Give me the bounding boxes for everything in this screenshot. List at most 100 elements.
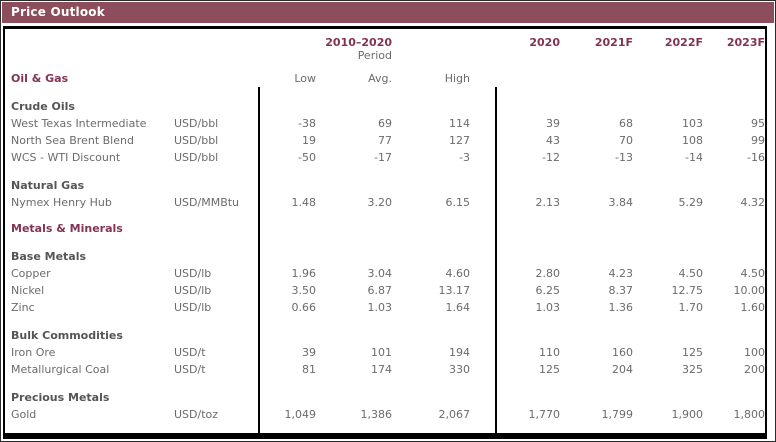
row-value: 3.84 [608,196,634,209]
row-value: -13 [615,151,633,164]
column-header-high: High [444,72,470,85]
row-unit: USD/toz [174,408,219,421]
row-label: West Texas Intermediate [11,117,147,130]
row-unit: USD/bbl [174,134,219,147]
column-header-low: Low [294,72,316,85]
row-value: 125 [682,346,703,359]
row-value: 108 [682,134,703,147]
row-value: 68 [619,117,633,130]
row-value: 99 [751,134,765,147]
row-value: 3.20 [367,196,393,209]
row-value: 325 [682,363,703,376]
table-row: Metallurgical Coal USD/t 81 174 330 125 204 325… [5,359,765,376]
row-value: 1,770 [528,408,561,421]
row-value: 19 [302,134,316,147]
section-label: Crude Oils [11,100,75,113]
section-label: Bulk Commodities [11,329,123,342]
row-value: 127 [449,134,470,147]
row-value: 4.32 [740,196,766,209]
section-row: Crude Oils [5,96,765,113]
row-value: 77 [378,134,392,147]
row-value: 110 [539,346,560,359]
row-value: 10.00 [733,284,766,297]
table-row: Nickel USD/lb 3.50 6.87 13.17 6.25 8.37 12.75 10… [5,280,765,297]
row-value: -14 [685,151,703,164]
row-label: Metallurgical Coal [11,363,110,376]
column-header-2023f: 2023F [726,36,765,49]
column-header-period-range: 2010–2020 [325,36,392,49]
row-value: 1.48 [291,196,317,209]
row-value: 0.66 [291,301,317,314]
row-value: 1,800 [733,408,766,421]
row-value: 100 [744,346,765,359]
row-value: 4.50 [678,267,704,280]
row-value: -3 [459,151,470,164]
category-row: Metals & Minerals [5,218,765,235]
row-value: 3.50 [291,284,317,297]
row-value: -17 [374,151,392,164]
row-label: Iron Ore [11,346,56,359]
row-value: 2,067 [438,408,471,421]
row-value: 1.64 [445,301,471,314]
row-value: 125 [539,363,560,376]
section-row: Base Metals [5,246,765,263]
category-label: Metals & Minerals [11,222,123,235]
row-unit: USD/t [174,346,206,359]
row-value: 70 [619,134,633,147]
row-value: 330 [449,363,470,376]
row-value: 1.96 [291,267,317,280]
row-value: 204 [612,363,633,376]
row-value: 2.80 [535,267,561,280]
row-value: 103 [682,117,703,130]
header-row-period-subtitle: Period [5,49,765,62]
column-header-period-subtitle: Period [357,49,392,62]
row-value: 8.37 [608,284,634,297]
row-value: 43 [546,134,560,147]
row-value: 81 [302,363,316,376]
column-header-2020: 2020 [529,36,560,49]
row-value: 13.17 [438,284,471,297]
row-value: 6.87 [367,284,393,297]
table-body: Crude Oils West Texas Intermediate USD/bbl… [5,96,765,421]
row-value: 39 [302,346,316,359]
row-unit: USD/MMBtu [174,196,240,209]
table-row: Iron Ore USD/t 39 101 194 110 160 125 100 [5,342,765,359]
row-label: Nickel [11,284,45,297]
header-row-period-years: 2010–2020 2020 2021F 2022F 2023F [5,34,765,49]
row-unit: USD/lb [174,301,212,314]
row-value: 1,900 [671,408,704,421]
title-bar: Price Outlook [2,2,774,23]
table-row: Copper USD/lb 1.96 3.04 4.60 2.80 4.23 4.50 4.50 [5,263,765,280]
row-value: 1,386 [360,408,393,421]
row-value: 1.70 [678,301,704,314]
row-value: -38 [298,117,316,130]
row-value: 2.13 [535,196,561,209]
row-unit: USD/bbl [174,151,219,164]
row-value: -12 [542,151,560,164]
section-label: Precious Metals [11,391,110,404]
price-outlook-table: 2010–2020 2020 2021F 2022F 2023F Period … [3,26,767,439]
row-value: 1,799 [601,408,634,421]
row-value: 69 [378,117,392,130]
section-row: Precious Metals [5,387,765,404]
row-value: 5.29 [678,196,704,209]
row-value: 4.23 [608,267,634,280]
row-value: 174 [371,363,392,376]
section-label: Base Metals [11,250,87,263]
row-value: 200 [744,363,765,376]
column-header-2021f: 2021F [594,36,633,49]
table-row: North Sea Brent Blend USD/bbl 19 77 127 43 70 1… [5,130,765,147]
row-label: Zinc [11,301,35,314]
table-row: Nymex Henry Hub USD/MMBtu 1.48 3.20 6.15 2.13… [5,192,765,209]
row-value: 101 [371,346,392,359]
row-label: North Sea Brent Blend [11,134,134,147]
row-value: 1.36 [608,301,634,314]
column-header-2022f: 2022F [664,36,703,49]
row-value: 160 [612,346,633,359]
row-label: Copper [11,267,51,280]
row-value: 6.15 [445,196,471,209]
column-header-avg: Avg. [368,72,392,85]
row-value: 1,049 [284,408,317,421]
section-row: Bulk Commodities [5,325,765,342]
